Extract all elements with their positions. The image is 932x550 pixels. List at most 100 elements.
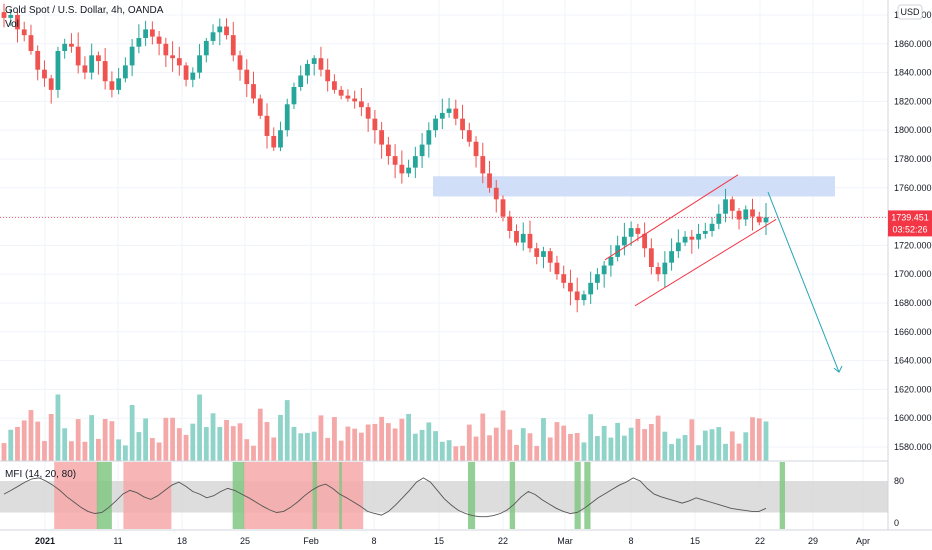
volume-bar [116, 439, 122, 461]
time-axis[interactable]: 2021 11 18 25 Feb 8 15 22 Mar 8 15 22 29 Apr [35, 536, 870, 546]
volume-bar [669, 444, 674, 461]
volume-bar [21, 420, 27, 461]
time-tick-label: 8 [628, 536, 633, 546]
candle-body [621, 236, 627, 246]
volume-bar [311, 431, 317, 461]
mfi-overbought-highlight [243, 462, 364, 529]
mfi-oversold-highlight [96, 462, 112, 529]
candle-body [466, 130, 472, 142]
channel-lower-line[interactable] [634, 219, 777, 307]
candle-body [89, 55, 95, 73]
volume-bar [163, 417, 169, 461]
candle-body [514, 231, 519, 243]
candle-body [372, 118, 378, 131]
time-tick-label: Feb [303, 536, 319, 546]
candle-body [21, 29, 27, 36]
volume-bar [385, 423, 391, 461]
candle-body [581, 294, 587, 301]
candle-body [696, 233, 701, 240]
svg-text:1739.451: 1739.451 [891, 212, 929, 222]
candle-body [264, 115, 270, 136]
volume-bar [176, 428, 182, 461]
volume-bar [608, 437, 614, 461]
candle-body [480, 156, 486, 174]
price-tick-label: 1860.000 [894, 39, 932, 49]
volume-bar [446, 440, 452, 461]
volume-bar [547, 437, 553, 461]
volume-bar [372, 423, 378, 461]
candle-body [352, 98, 358, 102]
volume-bar [345, 426, 351, 461]
candle-body [109, 81, 115, 90]
volume-bar [89, 415, 95, 461]
volume-bar [156, 442, 162, 461]
candle-body [723, 199, 728, 214]
candle-body [446, 108, 452, 113]
resistance-zone[interactable] [433, 176, 835, 197]
currency-badge[interactable]: USD [897, 4, 923, 20]
candle-body [608, 256, 614, 266]
volume-bar [433, 431, 438, 461]
volume-bar [628, 427, 634, 461]
volume-bar [561, 425, 567, 461]
volume-bar [75, 419, 81, 461]
candle-body [318, 58, 324, 70]
volume-bar [588, 414, 594, 461]
volume-label: Vol [5, 19, 19, 30]
price-tick-label: 1840.000 [894, 68, 932, 78]
candle-body [460, 118, 465, 131]
volume-bar [149, 438, 155, 461]
candle-body [345, 95, 351, 99]
volume-bar [217, 427, 223, 461]
volume-bar [453, 446, 459, 461]
candle-body [527, 233, 533, 249]
volume-bar [439, 441, 445, 461]
mfi-label: MFI (14, 20, 80) [5, 469, 76, 480]
candle-body [325, 69, 331, 82]
volume-bar [28, 410, 34, 461]
price-tick-label: 1720.000 [894, 240, 932, 250]
candle-body [473, 141, 479, 157]
candle-body [75, 46, 81, 66]
volume-bar [392, 428, 398, 461]
volume-bar [244, 439, 250, 461]
time-tick-label: 11 [113, 536, 122, 546]
volume-bar [702, 430, 708, 461]
time-tick-label: 29 [808, 536, 818, 546]
volume-bar [514, 444, 519, 461]
candle-body [332, 81, 337, 90]
candle-body [433, 118, 438, 131]
grid [0, 0, 888, 530]
volume-bar [689, 419, 695, 461]
volume-bar [412, 433, 418, 461]
volume-bar [183, 434, 189, 461]
svg-text:03:52:26: 03:52:26 [892, 224, 927, 234]
time-tick-label: 8 [371, 536, 376, 546]
candle-body [237, 55, 243, 70]
candle-body [669, 251, 674, 263]
candle-body [709, 223, 715, 231]
candle-body [69, 43, 74, 47]
volume-bar [122, 445, 128, 461]
candle-body [500, 199, 506, 217]
price-tick-label: 1600.000 [894, 413, 932, 423]
volume-bar [655, 415, 661, 461]
volume-bar [527, 433, 533, 461]
channel-upper-line[interactable] [604, 174, 739, 261]
mfi-line [3, 477, 767, 518]
candle-body [217, 26, 223, 33]
time-tick-label: 18 [177, 536, 187, 546]
candle-body [305, 63, 310, 76]
candle-body [561, 274, 567, 283]
mfi-pane: MFI (14, 20, 80) [0, 462, 888, 529]
volume-bar [82, 441, 88, 461]
projection-arrow[interactable] [767, 191, 843, 373]
price-tick-label: 1820.000 [894, 96, 932, 106]
volume-bar [493, 427, 499, 461]
candle-body [15, 15, 20, 30]
volume-bar [621, 435, 627, 461]
volume-bar [507, 429, 513, 461]
volume-bar [615, 422, 621, 461]
volume-bar [62, 428, 68, 461]
